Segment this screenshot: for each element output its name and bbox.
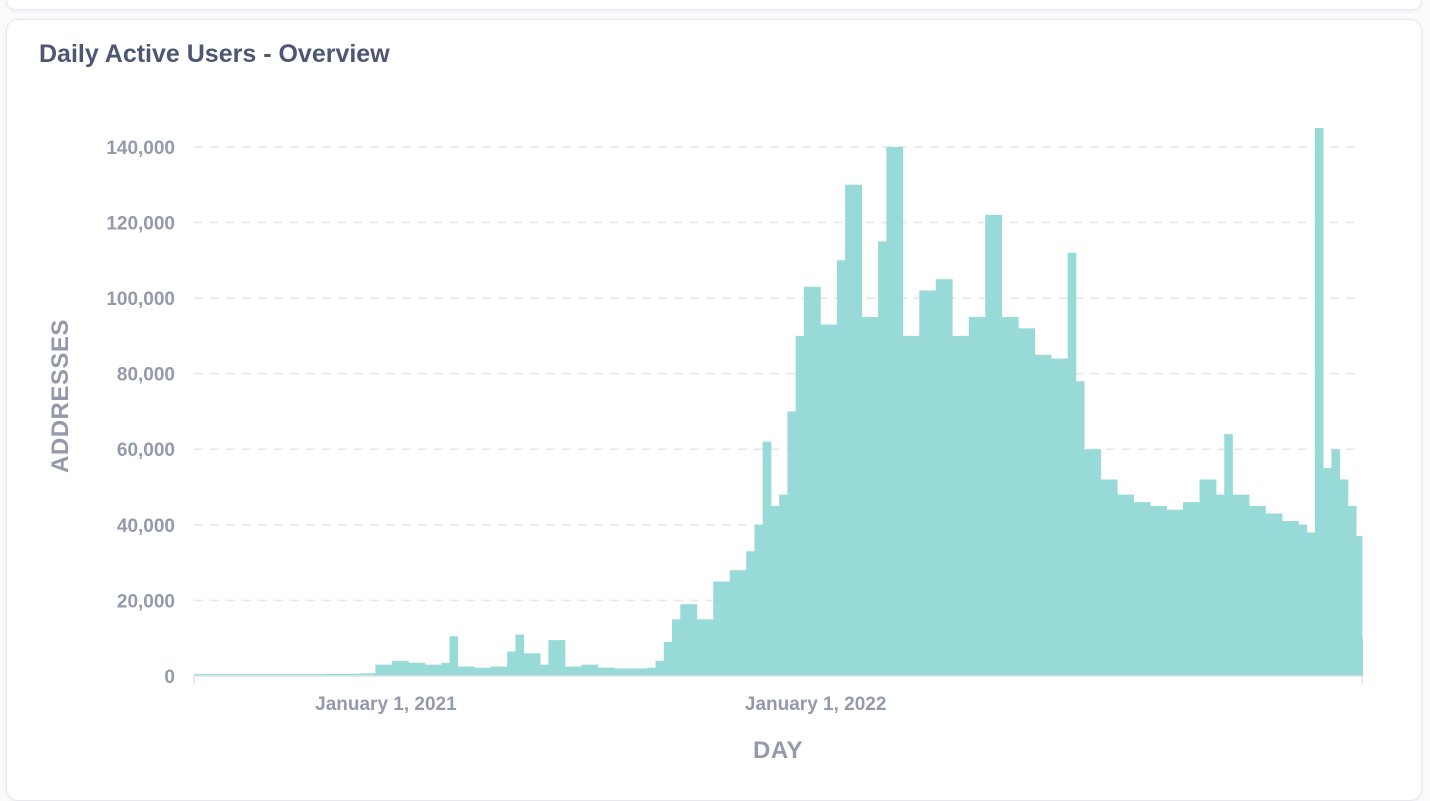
bar: [194, 674, 228, 676]
bar: [787, 411, 797, 676]
bar: [886, 146, 904, 676]
bar: [779, 494, 788, 676]
y-tick-label: 0: [164, 667, 175, 688]
bar: [1362, 638, 1363, 676]
bar: [1166, 509, 1184, 676]
bar: [490, 666, 508, 676]
bar: [597, 667, 615, 676]
bar: [375, 664, 393, 676]
y-axis-label: ADDRESSES: [47, 319, 74, 473]
bar: [1084, 449, 1102, 676]
bar: [1018, 328, 1036, 676]
bar: [1339, 479, 1349, 676]
bar: [762, 441, 772, 676]
bar: [746, 551, 755, 676]
bar: [614, 668, 632, 676]
bar: [968, 316, 986, 676]
bar: [729, 570, 747, 676]
y-tick-label: 80,000: [117, 365, 175, 386]
bar: [1216, 494, 1225, 676]
y-tick-label: 140,000: [106, 138, 175, 159]
bar: [1001, 316, 1019, 676]
bar: [820, 324, 838, 676]
bar: [515, 634, 525, 676]
bar: [902, 335, 920, 676]
x-axis-ticks: January 1, 2021 January 1, 2022: [193, 676, 1363, 715]
bar: [836, 260, 846, 676]
bar: [696, 619, 714, 676]
bar: [1323, 468, 1332, 676]
bar: [919, 290, 937, 676]
bar: [507, 651, 516, 676]
bar: [713, 581, 731, 676]
bar: [1232, 494, 1250, 676]
bar: [523, 653, 541, 676]
bars: [194, 128, 1363, 677]
bar: [548, 640, 566, 676]
bar-chart: 0 20,000 40,000 60,000 80,000 100,000 120,000 1…: [47, 128, 1363, 764]
bar: [474, 667, 492, 676]
bar: [770, 505, 780, 676]
bar: [1075, 381, 1085, 676]
bar: [292, 674, 327, 676]
bar: [457, 666, 475, 676]
y-tick-label: 20,000: [117, 591, 175, 612]
bar: [1347, 505, 1357, 676]
bar: [952, 335, 970, 676]
bar: [1331, 449, 1341, 676]
card-title: Daily Active Users - Overview: [39, 40, 390, 68]
bar: [1150, 505, 1167, 676]
bar: [325, 673, 360, 676]
bar: [1117, 494, 1134, 676]
bar: [663, 641, 673, 676]
bar: [226, 674, 261, 676]
bar: [861, 316, 879, 676]
bar: [1133, 502, 1151, 676]
bar: [754, 524, 764, 676]
bar: [1265, 513, 1283, 676]
bar: [803, 286, 821, 676]
y-tick-label: 100,000: [106, 289, 175, 310]
bar: [1199, 479, 1217, 676]
bar: [1224, 434, 1233, 676]
bar: [1306, 532, 1316, 676]
bar: [424, 664, 442, 676]
bar: [655, 660, 665, 676]
bar: [845, 184, 862, 677]
bar: [935, 279, 953, 676]
bar: [259, 674, 294, 676]
y-tick-label: 120,000: [106, 213, 175, 234]
bar: [647, 667, 656, 676]
bar: [795, 335, 805, 676]
bar: [441, 662, 450, 676]
bar: [672, 619, 681, 676]
bar: [1281, 521, 1299, 676]
bar: [1314, 128, 1324, 676]
bar: [391, 660, 409, 676]
x-tick-label: January 1, 2021: [315, 694, 457, 715]
bar: [630, 668, 648, 676]
bar: [1051, 358, 1069, 676]
bar: [680, 604, 698, 676]
bar: [985, 214, 1003, 676]
bar: [358, 673, 376, 676]
bar: [1248, 505, 1266, 676]
bar: [581, 664, 599, 676]
bar: [449, 636, 459, 676]
bar: [564, 666, 582, 676]
x-axis-label: DAY: [753, 737, 803, 764]
bar: [1356, 536, 1363, 676]
bar: [1183, 502, 1200, 676]
bar: [408, 662, 426, 676]
y-tick-label: 60,000: [117, 440, 175, 461]
bar: [1034, 354, 1052, 676]
y-axis-ticks: 0 20,000 40,000 60,000 80,000 100,000 120,000 1…: [106, 138, 175, 688]
x-tick-label: January 1, 2022: [745, 694, 887, 715]
bar: [1298, 524, 1308, 676]
bar: [878, 241, 887, 676]
bar: [1067, 252, 1077, 677]
bar: [1100, 479, 1118, 676]
bar: [540, 664, 549, 676]
y-tick-label: 40,000: [117, 516, 175, 537]
